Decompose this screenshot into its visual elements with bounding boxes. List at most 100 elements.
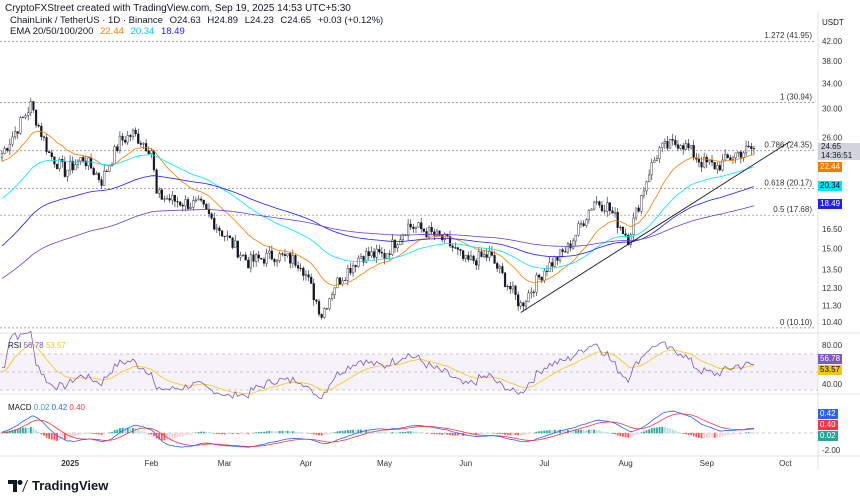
candle-body [579, 223, 583, 225]
macd-histogram-bar [215, 433, 218, 434]
macd-histogram-bar [192, 433, 195, 434]
ohlc-high: H24.89 [207, 15, 239, 26]
candle-body [582, 223, 585, 226]
candle-body [412, 226, 415, 229]
macd-histogram-bar [522, 433, 525, 436]
candle-body [349, 268, 352, 274]
macd-histogram-bar [346, 430, 349, 434]
chart-credit: CryptoFXStreet created with TradingView.… [5, 3, 351, 14]
macd-histogram-bar [29, 427, 32, 434]
macd-histogram-bar [747, 432, 750, 434]
ema-legend[interactable]: EMA 20/50/100/200 22.44 20.34 18.49 [10, 27, 189, 37]
macd-histogram-bar [113, 430, 116, 434]
macd-histogram-bar [14, 429, 16, 434]
candle-body [341, 280, 344, 285]
candle-body [289, 253, 292, 264]
candle-body [3, 148, 6, 154]
time-tick: Aug [618, 459, 632, 468]
macd-histogram-bar [663, 426, 666, 434]
macd-histogram-bar [381, 431, 383, 434]
candle-body [629, 234, 632, 245]
candle-body [566, 243, 570, 253]
macd-histogram-bar [71, 433, 74, 438]
candles [0, 97, 756, 320]
macd-histogram-bar [441, 433, 444, 435]
candle-body [469, 255, 473, 260]
candle-body [456, 247, 459, 250]
candle-body [716, 165, 719, 170]
candle-body [637, 207, 640, 212]
candle-body [121, 135, 124, 141]
candle-body [399, 239, 402, 246]
ema20-value: 22.44 [100, 26, 124, 37]
macd-histogram-bar [126, 427, 129, 434]
candle-body [260, 257, 263, 260]
macd-histogram-bar [677, 431, 679, 434]
macd-histogram-bar [553, 429, 556, 434]
macd-histogram-bar [336, 431, 339, 434]
candle-body [506, 286, 509, 288]
candle-body [71, 160, 74, 171]
macd-histogram-bar [119, 428, 121, 434]
macd-histogram-bar [202, 431, 205, 434]
candle-body [750, 146, 753, 149]
macd-histogram-bar [438, 433, 441, 435]
candle-body [82, 157, 85, 162]
candle-body [441, 235, 444, 240]
macd-value: 0.42 [51, 403, 68, 412]
candle-body [152, 150, 156, 171]
symbol-legend: ChainLink / TetherUS · 1D · Binance O24.… [10, 16, 387, 26]
candle-body [129, 135, 132, 137]
macd-histogram-bar [658, 427, 661, 434]
candle-body [556, 256, 559, 261]
macd-histogram-bar [158, 433, 161, 440]
macd-histogram-bar [48, 433, 51, 439]
candle-body [663, 141, 666, 144]
candle-body [184, 199, 187, 207]
macd-histogram-bar [527, 433, 530, 435]
candle-body [255, 254, 258, 262]
macd-histogram-bar [627, 433, 630, 438]
candle-body [362, 256, 365, 263]
macd-histogram-bar [278, 430, 281, 434]
macd-histogram-bar [650, 428, 653, 434]
macd-histogram-bar [514, 433, 517, 436]
candle-body [519, 302, 522, 307]
macd-legend[interactable]: MACD 0.02 0.42 0.40 [8, 403, 85, 412]
macd-histogram-bar [302, 432, 305, 434]
candle-body [42, 136, 46, 138]
rsi-legend[interactable]: RSI 56.78 53.57 [8, 341, 66, 350]
macd-histogram-bar [538, 431, 540, 434]
macd-hist-value: 0.02 [33, 403, 50, 412]
macd-histogram-bar [585, 430, 588, 434]
candle-body [540, 277, 543, 281]
candle-body [700, 161, 703, 168]
symbol-name[interactable]: ChainLink / TetherUS · 1D · Binance [10, 15, 163, 26]
candle-body [158, 189, 161, 194]
time-tick: Apr [300, 459, 313, 468]
macd-histogram-bar [643, 431, 645, 434]
macd-histogram-bar [525, 433, 527, 435]
macd-histogram-bar [273, 431, 276, 434]
macd-histogram-bar [433, 433, 436, 435]
candle-body [721, 159, 724, 171]
candle-body [354, 265, 357, 267]
candle-body [543, 270, 546, 281]
macd-histogram-bar [753, 432, 755, 434]
time-tick: 2025 [61, 459, 79, 468]
macd-histogram-bar [574, 430, 577, 434]
ema200-line [1, 205, 755, 279]
candle-body [69, 160, 72, 171]
macd-histogram-bar [593, 429, 596, 434]
tradingview-logo[interactable]: TradingView [8, 478, 108, 493]
macd-histogram-bar [415, 431, 417, 434]
candle-body [168, 198, 171, 201]
macd-histogram-bar [674, 430, 677, 434]
candle-body [13, 131, 17, 138]
price-tick: 38.00 [822, 57, 843, 66]
macd-histogram-bar [451, 433, 454, 436]
macd-histogram-bar [200, 431, 203, 434]
candle-body [223, 235, 226, 237]
macd-histogram-bar [504, 433, 506, 435]
